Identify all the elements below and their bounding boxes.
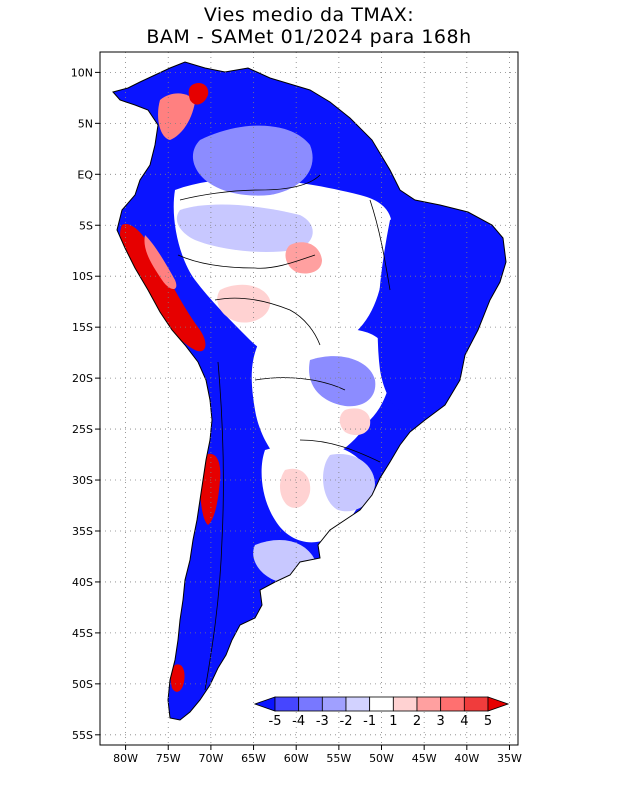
- lon-tick-label: 80W: [113, 752, 138, 765]
- strong-cold-northeast: [377, 207, 501, 416]
- colorbar-label: 3: [437, 714, 445, 729]
- colorbar-box: [440, 696, 465, 712]
- mild-cold-patch-2: [309, 356, 376, 407]
- lon-tick-label: 40W: [454, 752, 479, 765]
- lat-tick-label: 45S: [72, 627, 93, 640]
- hot-andes-central: [200, 453, 221, 525]
- lat-tick-label: 20S: [72, 372, 93, 385]
- country-borders: [177, 174, 391, 691]
- border-chile-argentina: [204, 361, 224, 691]
- lat-tick-label: 40S: [72, 576, 93, 589]
- lat-tick-label: 30S: [72, 474, 93, 487]
- colorbar-box: [369, 696, 394, 712]
- hot-andes-peru: [120, 224, 206, 352]
- colorbar-box: [321, 696, 347, 712]
- colorbar-box: [463, 696, 489, 712]
- lon-tick-label: 65W: [241, 752, 266, 765]
- lon-tick-label: 70W: [198, 752, 223, 765]
- lon-tick-label: 75W: [156, 752, 181, 765]
- colorbar-label: 1: [389, 714, 397, 729]
- lat-tick-label: 10S: [72, 270, 93, 283]
- colorbar-label: 4: [460, 714, 468, 729]
- colorbar-label: 2: [413, 714, 421, 729]
- colorbar-right-arrow: [487, 696, 510, 712]
- colorbar-label: -4: [292, 714, 305, 729]
- hot-andes-patagonia: [170, 664, 185, 692]
- colorbar-label: -5: [269, 714, 282, 729]
- border-bolivia: [214, 297, 321, 346]
- colorbar-label: -2: [340, 714, 353, 729]
- colorbar-box: [274, 696, 300, 712]
- warm-andes-colombia: [158, 93, 195, 140]
- lat-tick-label: 5N: [78, 117, 93, 130]
- lat-tick-label: 50S: [72, 678, 93, 691]
- lat-tick-label: 5S: [79, 219, 93, 232]
- colorbar-box: [392, 696, 418, 712]
- lat-tick-label: 25S: [72, 423, 93, 436]
- border-argentina-brazil: [299, 439, 381, 463]
- latitude-labels: 10N 5N EQ 5S 10S 15S 20S 25S 30S 35S 40S 45S 50S 55S: [71, 66, 100, 742]
- colorbar-label: -3: [316, 714, 329, 729]
- border-paraguay: [254, 377, 346, 391]
- lon-tick-label: 60W: [284, 752, 309, 765]
- colorbar-box: [345, 696, 371, 712]
- lon-tick-label: 35W: [497, 752, 522, 765]
- map-title-line2: BAM - SAMet 01/2024 para 168h: [146, 26, 472, 48]
- warm-andes-peru-edge: [144, 235, 177, 289]
- border-north: [179, 174, 321, 201]
- colorbar-box: [416, 696, 442, 712]
- colorbar: -5 -4 -3 -2 -1 1 2 3 4 5: [253, 696, 510, 729]
- mild-cold-patch-1: [192, 125, 313, 196]
- lon-tick-label: 55W: [326, 752, 351, 765]
- longitude-labels: 80W 75W 70W 65W 60W 55W 50W 45W 40W 35W: [113, 745, 522, 765]
- lon-tick-label: 45W: [412, 752, 437, 765]
- colorbar-label: -1: [363, 714, 376, 729]
- warm-patch-1: [285, 242, 322, 274]
- map-frame-border: [99, 51, 519, 746]
- map-title-line1: Vies medio da TMAX:: [203, 4, 415, 26]
- slight-warm-patch-3: [279, 468, 311, 508]
- graticule: [100, 52, 518, 745]
- slight-cold-patch-2: [323, 454, 375, 512]
- lat-tick-label: 15S: [72, 321, 93, 334]
- colorbar-box: [298, 696, 323, 712]
- lat-tick-label: 35S: [72, 525, 93, 538]
- lat-tick-label: 10N: [71, 66, 93, 79]
- lat-tick-label: EQ: [77, 168, 93, 181]
- slight-warm-patch-2: [339, 408, 371, 436]
- hot-andes-venezuela: [188, 83, 209, 105]
- border-brazil-inner: [369, 199, 391, 291]
- slight-warm-patch-1: [217, 284, 271, 323]
- lon-tick-label: 50W: [369, 752, 394, 765]
- lat-tick-label: 55S: [72, 729, 93, 742]
- colorbar-label: 5: [484, 714, 492, 729]
- border-peru-brazil: [177, 254, 316, 269]
- slight-cold-patch-1: [176, 204, 313, 252]
